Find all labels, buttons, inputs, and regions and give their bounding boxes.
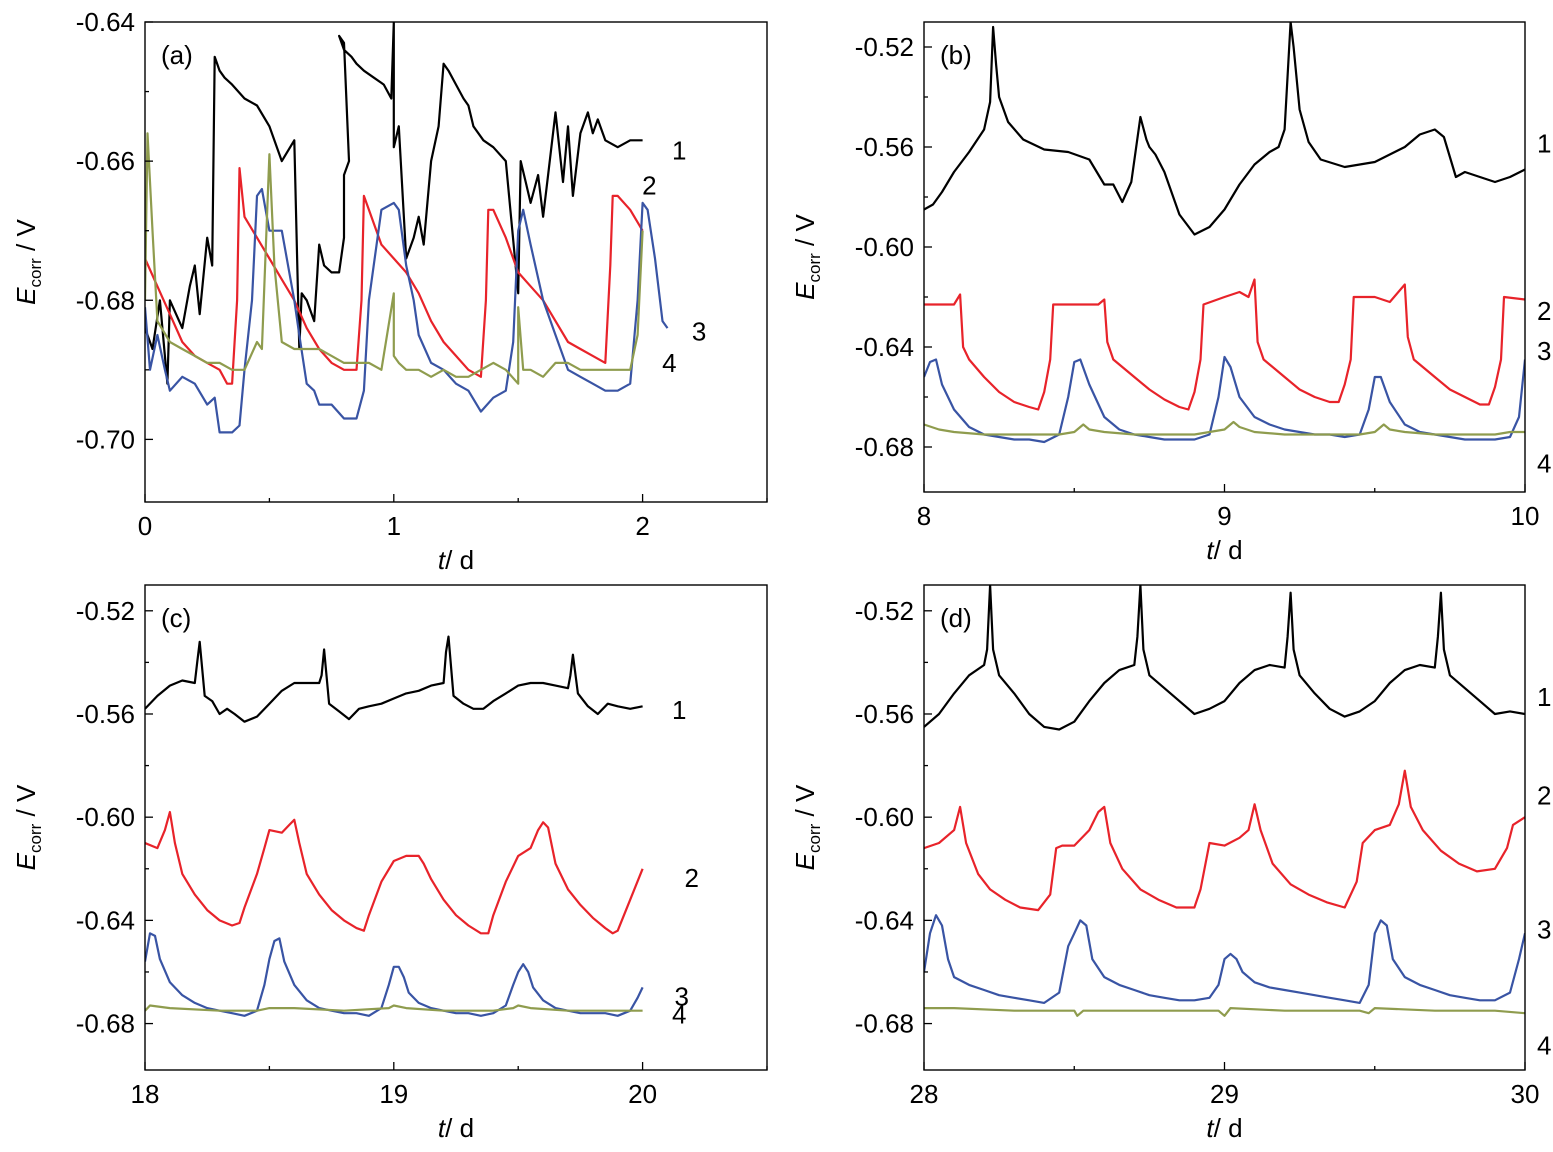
series-label: 2 [1537, 296, 1551, 326]
series-line [145, 810, 644, 935]
plot-frame [923, 21, 1526, 493]
x-tick-label: 10 [1511, 501, 1540, 531]
x-tick-label: 9 [1217, 501, 1231, 531]
y-tick-label: -0.56 [76, 699, 135, 729]
x-tick-label: 29 [1210, 1079, 1239, 1109]
series-label: 3 [692, 317, 706, 347]
y-tick-label: -0.60 [76, 802, 135, 832]
x-axis-label: t/ d [438, 545, 474, 575]
series-label: 4 [672, 1000, 686, 1030]
series-line [145, 132, 644, 385]
x-tick-label: 30 [1511, 1079, 1540, 1109]
x-axis-label: t/ d [1206, 1113, 1242, 1143]
panel-label: (a) [161, 40, 193, 70]
y-tick-label: -0.60 [855, 802, 914, 832]
series-label: 1 [1537, 682, 1551, 712]
series-line [145, 187, 669, 434]
plot-frame [144, 21, 768, 503]
y-tick-label: -0.60 [855, 232, 914, 262]
series-line [924, 420, 1525, 436]
y-tick-label: -0.52 [855, 32, 914, 62]
y-axis-label: Ecorr / V [11, 784, 45, 870]
y-axis-label: Ecorr / V [790, 784, 824, 870]
y-tick-label: -0.56 [855, 132, 914, 162]
series-line [145, 1004, 643, 1012]
series-label: 4 [662, 348, 676, 378]
x-tick-label: 19 [379, 1079, 408, 1109]
x-axis-label: t/ d [1206, 535, 1242, 565]
x-tick-label: 2 [635, 511, 649, 541]
series-label: 3 [1537, 336, 1551, 366]
x-tick-label: 1 [387, 511, 401, 541]
series-label: 1 [672, 136, 686, 166]
chart-panel: 18 19 20 -0.52 -0.56 -0.60 -0.64 -0.68 (c) t/ d Ec… [11, 584, 768, 1143]
y-tick-label: -0.52 [855, 596, 914, 626]
series-line [924, 1007, 1525, 1017]
y-tick-label: -0.64 [76, 7, 135, 37]
series-label: 4 [1537, 448, 1551, 478]
y-axis-label: Ecorr / V [790, 214, 824, 300]
x-axis-label: t/ d [438, 1113, 474, 1143]
y-tick-label: -0.70 [76, 424, 135, 454]
y-axis-label: Ecorr / V [11, 219, 45, 305]
y-tick-label: -0.64 [855, 332, 914, 362]
x-tick-label: 0 [138, 511, 152, 541]
panel-label: (c) [161, 603, 191, 633]
series-line [145, 22, 643, 385]
y-tick-label: -0.66 [76, 146, 135, 176]
series-line [924, 914, 1525, 1004]
series-line [924, 769, 1525, 912]
y-tick-label: -0.64 [855, 905, 914, 935]
series-label: 2 [642, 170, 656, 200]
series-line [924, 278, 1525, 411]
y-tick-label: -0.68 [855, 432, 914, 462]
series-label: 3 [675, 981, 689, 1011]
panel-label: (b) [940, 40, 972, 70]
chart-panel: 8 9 10 -0.52 -0.56 -0.60 -0.64 -0.68 (b) t/ d Ecor… [790, 21, 1551, 565]
series-label: 2 [1537, 780, 1551, 810]
panel-label: (d) [940, 603, 972, 633]
y-tick-label: -0.56 [855, 699, 914, 729]
x-tick-label: 18 [131, 1079, 160, 1109]
y-tick-label: -0.68 [76, 1009, 135, 1039]
series-line [924, 585, 1525, 731]
series-label: 2 [684, 863, 698, 893]
series-line [145, 932, 644, 1017]
series-line [924, 22, 1525, 236]
series-line [145, 635, 643, 723]
x-tick-label: 28 [910, 1079, 939, 1109]
x-tick-label: 8 [917, 501, 931, 531]
plot-frame [144, 584, 768, 1071]
series-label: 3 [1537, 914, 1551, 944]
y-tick-label: -0.64 [76, 905, 135, 935]
y-tick-label: -0.68 [855, 1009, 914, 1039]
chart-panel: 28 29 30 -0.52 -0.56 -0.60 -0.64 -0.68 (d) t/ d Ec… [790, 584, 1551, 1143]
y-tick-label: -0.52 [76, 596, 135, 626]
series-label: 4 [1537, 1030, 1551, 1060]
series-line [924, 355, 1525, 444]
x-tick-label: 20 [628, 1079, 657, 1109]
y-tick-label: -0.68 [76, 285, 135, 315]
series-label: 1 [1537, 128, 1551, 158]
series-label: 1 [672, 695, 686, 725]
